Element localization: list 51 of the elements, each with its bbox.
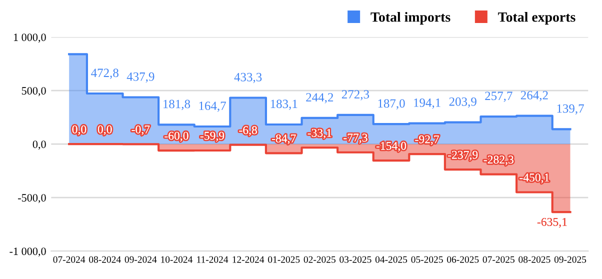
x-tick-label: 07-2025 [482, 256, 514, 263]
data-label: 472,8 [91, 68, 118, 79]
data-label: 272,3 [342, 90, 370, 100]
x-tick-label: 05-2025 [411, 256, 443, 263]
data-label: 203,9 [449, 97, 476, 108]
x-tick-label: 12-2024 [232, 256, 264, 263]
data-label: -60,0 [164, 132, 188, 142]
x-tick-label: 04-2025 [375, 256, 408, 263]
y-tick-label: 0,0 [32, 140, 46, 150]
data-label: 257,7 [485, 92, 512, 102]
x-tick-label: 10-2024 [161, 256, 193, 263]
legend-label: Total imports [370, 12, 450, 25]
x-tick-label: 06-2025 [447, 256, 479, 263]
data-label: -6,8 [239, 126, 257, 136]
y-tick-label: -1 000,0 [10, 248, 46, 257]
x-tick-label: 02-2025 [304, 256, 336, 263]
x-tick-label: 08-2024 [89, 256, 121, 263]
data-label: -635,1 [537, 218, 567, 228]
data-label: -154,0 [376, 142, 406, 152]
data-label: 187,0 [378, 99, 405, 110]
y-tick-label: 1 000,0 [14, 34, 46, 43]
data-label: 164,7 [199, 102, 226, 112]
x-tick-label: 09-2024 [124, 256, 157, 263]
data-label: -33,1 [308, 128, 332, 139]
data-label: 139,7 [557, 104, 584, 115]
data-label: 437,9 [126, 72, 154, 83]
y-tick-label: 500,0 [22, 87, 46, 96]
data-label: -59,9 [200, 132, 224, 142]
data-label: -77,3 [344, 134, 368, 144]
data-label: 0,0 [72, 125, 86, 136]
data-label: -0,7 [132, 125, 150, 136]
data-label: 181,8 [164, 100, 190, 110]
data-label: 194,1 [414, 98, 440, 109]
data-label: -282,3 [484, 156, 514, 166]
data-label: 244,2 [306, 93, 334, 104]
x-tick-label: 01-2025 [268, 256, 300, 263]
data-label: 0,0 [98, 125, 112, 136]
data-label: -450,1 [520, 174, 549, 184]
x-tick-label: 08-2025 [518, 256, 550, 263]
data-label: 183,1 [270, 100, 298, 110]
x-tick-label: 07-2024 [53, 256, 86, 263]
data-label: -237,9 [448, 150, 478, 161]
data-label: -84,7 [272, 134, 296, 144]
x-tick-label: 11-2024 [197, 256, 228, 263]
data-label: -92,7 [415, 135, 440, 145]
x-tick-label: 09-2025 [554, 256, 586, 263]
data-label: 264,2 [520, 91, 548, 102]
y-tick-label: -500,0 [18, 194, 46, 204]
x-tick-label: 03-2025 [340, 256, 372, 263]
legend-label: Total exports [498, 12, 576, 25]
data-label: 433,3 [234, 72, 262, 84]
